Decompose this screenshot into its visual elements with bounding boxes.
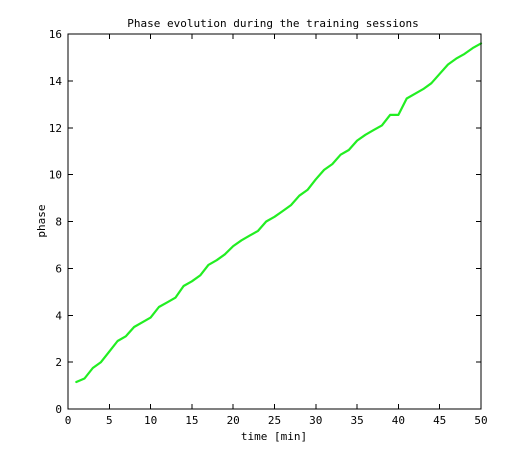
x-tick-label: 10	[144, 414, 157, 427]
y-tick-label: 4	[55, 309, 62, 322]
x-tick-label: 50	[474, 414, 487, 427]
axis-ticks: 0 5 10 15 20 25 30 35 40 45 50 0 2 4 6 8 10 12 14 16	[49, 28, 488, 427]
x-tick-label: 25	[268, 414, 281, 427]
y-tick-label: 0	[55, 403, 62, 416]
x-tick-label: 5	[106, 414, 113, 427]
y-tick-label: 16	[49, 28, 62, 41]
x-tick-label: 20	[227, 414, 240, 427]
x-tick-label: 15	[185, 414, 198, 427]
y-tick-label: 6	[55, 262, 62, 275]
chart-title: Phase evolution during the training sess…	[127, 17, 418, 30]
x-tick-label: 45	[433, 414, 446, 427]
y-tick-label: 2	[55, 356, 62, 369]
x-tick-label: 40	[392, 414, 405, 427]
y-tick-label: 12	[49, 122, 62, 135]
y-tick-label: 10	[49, 169, 62, 182]
plot-frame	[67, 33, 482, 410]
x-tick-label: 35	[350, 414, 363, 427]
x-axis-label: time [min]	[241, 430, 307, 443]
y-axis-label: phase	[35, 204, 48, 237]
x-tick-label: 30	[309, 414, 322, 427]
x-tick-label: 0	[65, 414, 72, 427]
series-layer	[75, 42, 483, 384]
y-tick-label: 8	[55, 216, 62, 229]
series-line	[75, 42, 483, 384]
y-tick-label: 14	[49, 75, 63, 88]
